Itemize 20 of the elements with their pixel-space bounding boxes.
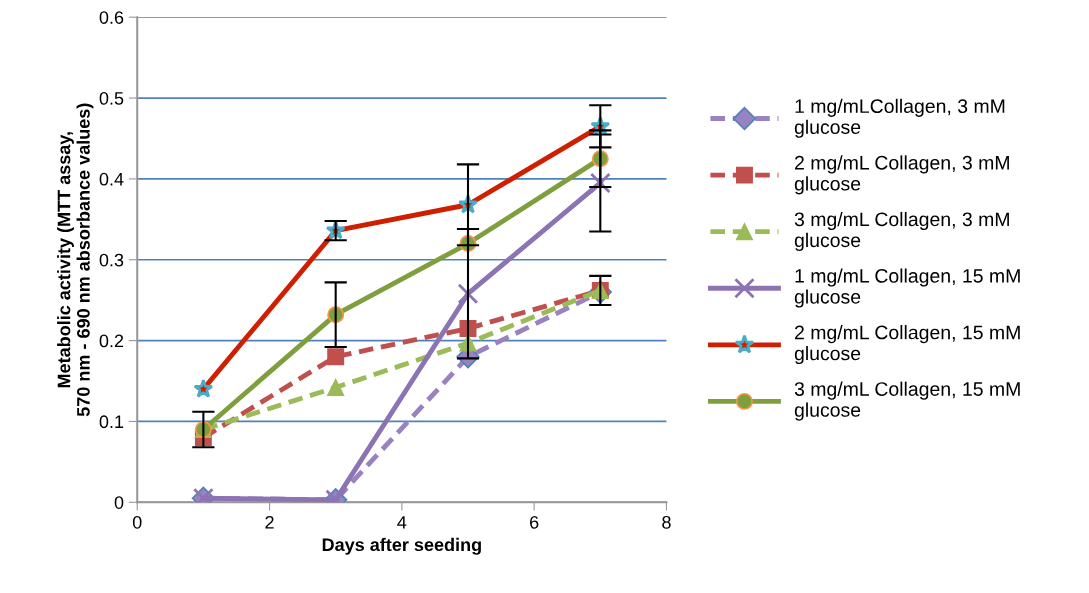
- legend-label: 3 mg/mL Collagen, 3 mM glucose: [794, 211, 1009, 251]
- legend-label: 2 mg/mL Collagen, 3 mM glucose: [794, 155, 1009, 195]
- x-tick-label: 6: [530, 515, 539, 529]
- y-tick-label: 0.2: [99, 334, 124, 348]
- legend-label: 3 mg/mL Collagen, 15 mM glucose: [794, 381, 1020, 421]
- x-tick-label: 2: [265, 515, 274, 529]
- legend-label: 1 mg/mL Collagen, 15 mM glucose: [794, 268, 1020, 308]
- y-axis-title: Metabolic activity (MTT assay, 570 nm - 690 nm absorbance values): [57, 103, 94, 417]
- y-tick-label: 0: [114, 496, 124, 509]
- legend-label: 1 mg/mLCollagen, 3 mM glucose: [794, 98, 1005, 138]
- x-tick-label: 4: [397, 516, 407, 529]
- x-axis-title: Days after seeding: [322, 537, 481, 555]
- legend-label: 2 mg/mL Collagen, 15 mM glucose: [794, 325, 1020, 365]
- x-tick-label: 0: [132, 515, 142, 529]
- y-tick-label: 0.6: [99, 11, 124, 24]
- y-tick-label: 0.1: [99, 415, 124, 429]
- x-tick-label: 8: [662, 515, 671, 529]
- y-tick-label: 0.4: [99, 172, 124, 186]
- y-tick-label: 0.5: [99, 91, 124, 105]
- y-tick-label: 0.3: [99, 253, 124, 267]
